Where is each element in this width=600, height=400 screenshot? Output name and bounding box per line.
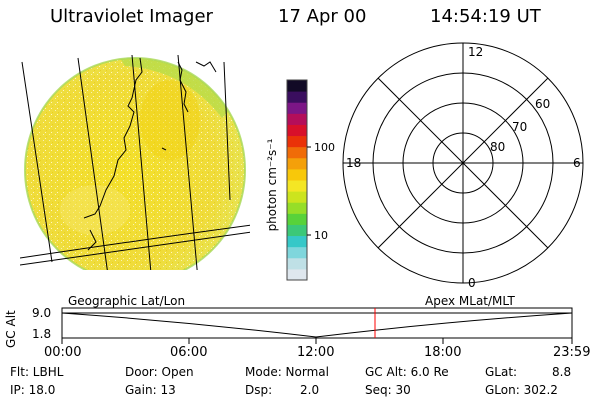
info-dsp-value: 2.0: [300, 383, 320, 397]
uv-earth-image: [20, 55, 250, 270]
colorbar-tick-100: 100: [314, 141, 335, 154]
info-door: Door: Open: [125, 365, 194, 379]
mlat-label-60: 60: [535, 97, 551, 111]
info-gc-alt: GC Alt: 6.0 Re: [365, 365, 449, 379]
colorbar-segment: [287, 224, 307, 237]
x-tick-2359: 23:59: [553, 345, 591, 360]
x-tick-1800: 18:00: [424, 345, 462, 360]
colorbar-segment: [287, 213, 307, 225]
image-date: 17 Apr 00: [278, 6, 367, 27]
geo-latlon-label: Geographic Lat/Lon: [68, 294, 186, 308]
x-tick-1200: 12:00: [297, 345, 335, 360]
mlt-label-12: 12: [468, 45, 484, 59]
gc-alt-curve: [61, 312, 573, 338]
colorbar-segment: [287, 191, 307, 203]
info-flt: Flt: LBHL: [10, 365, 64, 379]
y-tick-9: 9.0: [32, 306, 52, 320]
gc-alt-axis-title: GC Alt: [4, 310, 18, 348]
info-ip: IP: 18.0: [10, 383, 56, 397]
colorbar-segment: [287, 180, 307, 192]
colorbar-segment: [287, 235, 307, 248]
info-dsp-label: Dsp:: [245, 383, 273, 397]
x-tick-0000: 00:00: [44, 345, 82, 360]
colorbar-segment: [287, 135, 307, 148]
colorbar-tick-10: 10: [314, 229, 328, 242]
polar-mlat-mlt-plot: [342, 42, 584, 284]
colorbar-unit-label: photon cm⁻²s⁻¹: [265, 138, 279, 232]
x-tick-0600: 06:00: [170, 345, 208, 360]
info-gain: Gain: 13: [125, 383, 176, 397]
colorbar-segment: [287, 80, 307, 92]
mlt-label-0: 0: [468, 276, 476, 290]
mlat-label-70: 70: [512, 120, 528, 134]
info-mode: Mode: Normal: [245, 365, 329, 379]
altitude-timeline: [61, 307, 573, 344]
image-time: 14:54:19 UT: [430, 6, 541, 27]
geo-grid: [20, 55, 250, 270]
colorbar-segment: [287, 102, 307, 114]
imager-title: Ultraviolet Imager: [50, 6, 213, 27]
y-tick-1-8: 1.8: [32, 327, 52, 341]
info-glat-label: GLat:: [485, 365, 518, 379]
info-glon: GLon: 302.2: [485, 383, 558, 397]
mlat-label-80: 80: [490, 140, 506, 154]
apex-mlat-mlt-label: Apex MLat/MLT: [425, 294, 515, 308]
colorbar-segment: [287, 91, 307, 103]
info-glat-value: 8.8: [552, 365, 572, 379]
mlt-label-18: 18: [346, 156, 362, 170]
colorbar-segment: [287, 257, 307, 270]
colorbar-segment: [287, 202, 307, 214]
coastlines: [83, 57, 217, 251]
colorbar-segment: [287, 113, 307, 125]
info-seq: Seq: 30: [365, 383, 411, 397]
intensity-colorbar: [287, 80, 307, 281]
colorbar-segment: [287, 246, 307, 259]
colorbar-segment: [287, 268, 307, 281]
colorbar-frame: [286, 79, 308, 281]
mlt-label-6: 6: [573, 156, 581, 170]
colorbar-segment: [287, 124, 307, 137]
colorbar-segment: [287, 146, 307, 159]
colorbar-segment: [287, 157, 307, 170]
colorbar-segment: [287, 168, 307, 181]
